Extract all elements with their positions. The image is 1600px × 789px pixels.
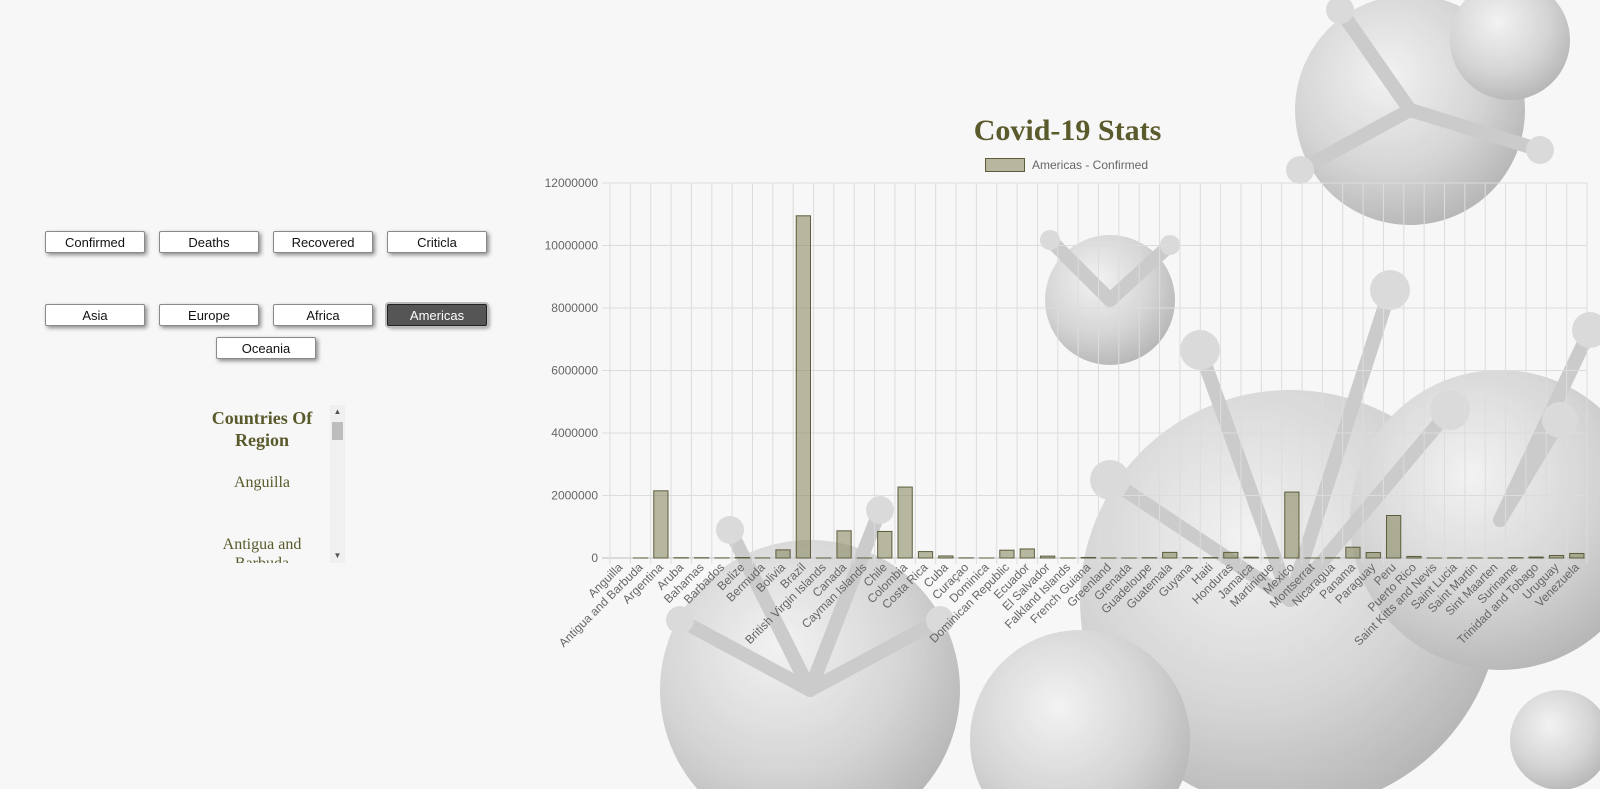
scroll-down-arrow-icon[interactable]: ▼ bbox=[333, 551, 342, 560]
bar bbox=[877, 530, 893, 559]
bar bbox=[917, 551, 934, 559]
bar bbox=[836, 530, 852, 559]
y-tick-label: 10000000 bbox=[545, 239, 599, 253]
countries-list-title: Countries Of Region bbox=[211, 408, 313, 450]
scroll-up-arrow-icon[interactable]: ▲ bbox=[333, 407, 342, 416]
confirmed-button[interactable]: Confirmed bbox=[45, 231, 145, 253]
countries-of-region-panel: Countries Of Region Anguilla Antigua and… bbox=[197, 405, 347, 563]
region-europe-button[interactable]: Europe bbox=[159, 304, 259, 326]
region-africa-button[interactable]: Africa bbox=[273, 304, 373, 326]
countries-list-scrollbar[interactable]: ▲ ▼ bbox=[330, 405, 345, 563]
country-item[interactable]: Antigua and Barbuda bbox=[222, 536, 302, 563]
deaths-button[interactable]: Deaths bbox=[159, 231, 259, 253]
y-tick-label: 8000000 bbox=[551, 301, 598, 315]
legend-label: Americas - Confirmed bbox=[1032, 158, 1149, 172]
bar bbox=[1284, 491, 1300, 559]
y-tick-label: 2000000 bbox=[551, 489, 598, 503]
region-americas-button[interactable]: Americas bbox=[387, 304, 487, 326]
bar bbox=[1080, 556, 1096, 559]
bar bbox=[1243, 556, 1259, 559]
legend-swatch bbox=[985, 158, 1025, 172]
bar bbox=[795, 215, 811, 559]
chart-legend[interactable]: Americas - Confirmed bbox=[985, 158, 1148, 172]
chart-title: Covid-19 Stats bbox=[973, 114, 1162, 147]
country-item[interactable]: Anguilla bbox=[234, 474, 290, 491]
bar bbox=[1039, 555, 1056, 559]
bar bbox=[775, 549, 791, 559]
bar bbox=[1019, 548, 1035, 559]
region-asia-button[interactable]: Asia bbox=[45, 304, 145, 326]
bar bbox=[999, 549, 1015, 559]
bar bbox=[1548, 555, 1565, 559]
countries-list: Countries Of Region Anguilla Antigua and… bbox=[197, 405, 327, 563]
recovered-button[interactable]: Recovered bbox=[273, 231, 373, 253]
y-tick-label: 6000000 bbox=[551, 364, 598, 378]
y-tick-label: 0 bbox=[591, 551, 598, 565]
critical-button[interactable]: Criticla bbox=[387, 231, 487, 253]
bar bbox=[1406, 555, 1422, 559]
bar bbox=[1569, 552, 1585, 559]
bar bbox=[1162, 551, 1178, 559]
y-tick-label: 12000000 bbox=[545, 176, 599, 190]
bar bbox=[1386, 515, 1402, 559]
y-tick-label: 4000000 bbox=[551, 426, 598, 440]
bar bbox=[938, 555, 954, 559]
bar bbox=[897, 486, 913, 559]
bar bbox=[653, 490, 669, 559]
bar bbox=[1223, 551, 1239, 559]
region-oceania-button[interactable]: Oceania bbox=[216, 337, 316, 359]
bar bbox=[1528, 556, 1544, 559]
scroll-thumb[interactable] bbox=[332, 422, 343, 440]
bar bbox=[1365, 552, 1381, 559]
bar bbox=[1345, 546, 1361, 559]
